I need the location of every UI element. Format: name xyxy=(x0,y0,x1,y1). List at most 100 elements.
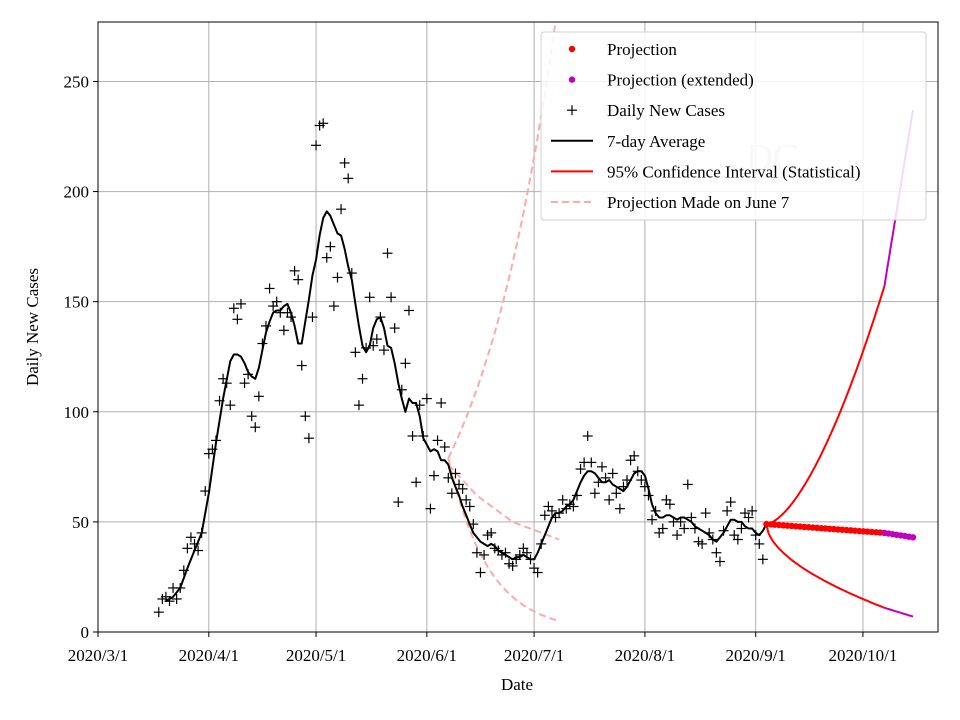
legend-item-daily: Daily New Cases xyxy=(567,101,725,120)
daily-cases-marker xyxy=(521,547,532,558)
daily-cases-marker xyxy=(325,241,336,252)
daily-cases-marker xyxy=(286,312,297,323)
daily-cases-marker xyxy=(614,503,625,514)
daily-cases-marker xyxy=(221,378,232,389)
daily-cases-marker xyxy=(178,565,189,576)
x-axis-label: Date xyxy=(501,675,533,694)
daily-cases-marker xyxy=(747,505,758,516)
legend-item-projection: Projection xyxy=(568,40,677,59)
daily-cases-marker xyxy=(754,538,765,549)
daily-cases-marker xyxy=(210,435,221,446)
daily-cases-marker xyxy=(718,525,729,536)
daily-cases-marker xyxy=(164,596,175,607)
daily-cases-marker xyxy=(689,523,700,534)
daily-cases-marker xyxy=(189,538,200,549)
axes-frame xyxy=(97,21,939,633)
daily-cases-marker xyxy=(636,475,647,486)
daily-cases-marker xyxy=(686,512,697,523)
daily-cases-marker xyxy=(153,607,164,618)
daily-cases-marker xyxy=(175,582,186,593)
daily-cases-marker xyxy=(697,538,708,549)
daily-cases-marker xyxy=(407,431,418,442)
daily-cases-marker xyxy=(182,543,193,554)
legend-item-projection_extended: Projection (extended) xyxy=(568,71,754,90)
legend-box xyxy=(540,31,927,221)
daily-cases-marker xyxy=(425,503,436,514)
daily-cases-marker xyxy=(597,461,607,472)
daily-cases-marker xyxy=(725,497,736,508)
daily-cases-marker xyxy=(343,173,354,184)
x-tick-label: 2020/6/1 xyxy=(397,646,457,665)
x-tick-label: 2020/5/1 xyxy=(286,646,346,665)
june-projection-lower xyxy=(447,457,560,622)
daily-cases-marker xyxy=(300,411,311,422)
daily-cases-marker xyxy=(557,494,568,505)
daily-cases-marker xyxy=(228,303,239,314)
legend-label: 95% Confidence Interval (Statistical) xyxy=(607,162,861,181)
axis-ticks: 2020/3/1 2020/4/1 2020/5/1 2020/6/1 2020/7/1… xyxy=(64,72,898,665)
daily-cases-marker xyxy=(468,519,479,530)
daily-cases-marker xyxy=(389,323,400,334)
daily-cases-marker xyxy=(593,477,604,488)
daily-cases-marker xyxy=(171,593,182,604)
daily-cases-marker xyxy=(336,204,347,215)
daily-cases-marker xyxy=(600,472,611,483)
y-tick-label: 0 xyxy=(81,623,90,642)
daily-cases-marker xyxy=(675,516,686,527)
daily-cases-marker xyxy=(629,450,640,461)
daily-cases-marker xyxy=(446,488,457,499)
daily-cases-marker xyxy=(414,400,425,411)
daily-cases-marker xyxy=(235,298,246,309)
average-line xyxy=(165,210,768,603)
daily-cases-marker xyxy=(672,530,683,541)
daily-cases-marker xyxy=(257,338,268,349)
daily-cases-marker xyxy=(604,494,615,505)
legend: Projection Projection (extended) Daily New… xyxy=(540,31,927,221)
daily-cases-marker xyxy=(722,505,733,516)
daily-cases-marker xyxy=(500,547,511,558)
daily-cases-marker xyxy=(261,320,271,331)
daily-cases-marker xyxy=(464,501,475,512)
daily-cases-marker xyxy=(293,274,304,285)
daily-cases-marker xyxy=(339,157,350,168)
daily-cases-marker xyxy=(618,481,629,492)
ci-upper-line xyxy=(766,285,886,526)
daily-cases-marker xyxy=(461,494,472,505)
daily-cases-marker xyxy=(586,457,597,468)
daily-cases-marker xyxy=(289,265,300,276)
daily-cases-marker xyxy=(318,118,329,129)
daily-cases-marker xyxy=(704,527,715,538)
daily-cases-marker xyxy=(418,431,429,442)
daily-cases-marker xyxy=(296,360,307,371)
daily-cases-marker xyxy=(443,472,454,483)
daily-cases-marker xyxy=(471,547,482,558)
daily-cases-marker xyxy=(707,534,718,545)
daily-cases-marker xyxy=(732,534,743,545)
daily-cases-marker xyxy=(396,384,407,395)
daily-cases-marker xyxy=(214,395,225,406)
daily-cases-marker xyxy=(225,400,236,411)
daily-cases-marker xyxy=(657,523,668,534)
daily-cases-marker xyxy=(382,248,393,259)
daily-cases-marker xyxy=(475,567,486,578)
y-tick-label: 250 xyxy=(64,72,90,91)
daily-cases-marker xyxy=(679,523,690,534)
daily-cases-marker xyxy=(200,486,211,497)
daily-cases-marker xyxy=(539,510,550,521)
daily-cases-marker xyxy=(436,397,447,408)
daily-cases-marker xyxy=(250,422,261,433)
daily-cases-marker xyxy=(757,554,768,565)
daily-cases-marker xyxy=(568,501,579,512)
daily-cases-marker xyxy=(611,488,622,499)
legend-label: Projection Made on June 7 xyxy=(607,193,790,212)
daily-cases-marker xyxy=(479,549,490,560)
legend-label: Daily New Cases xyxy=(607,101,725,120)
x-tick-label: 2020/9/1 xyxy=(725,646,785,665)
daily-cases-marker xyxy=(450,468,461,479)
daily-cases-marker xyxy=(196,527,207,538)
daily-cases-marker xyxy=(368,340,379,351)
legend-projection-extended-dot xyxy=(568,76,576,83)
daily-cases-marker xyxy=(243,369,254,380)
daily-cases-marker xyxy=(743,512,754,523)
